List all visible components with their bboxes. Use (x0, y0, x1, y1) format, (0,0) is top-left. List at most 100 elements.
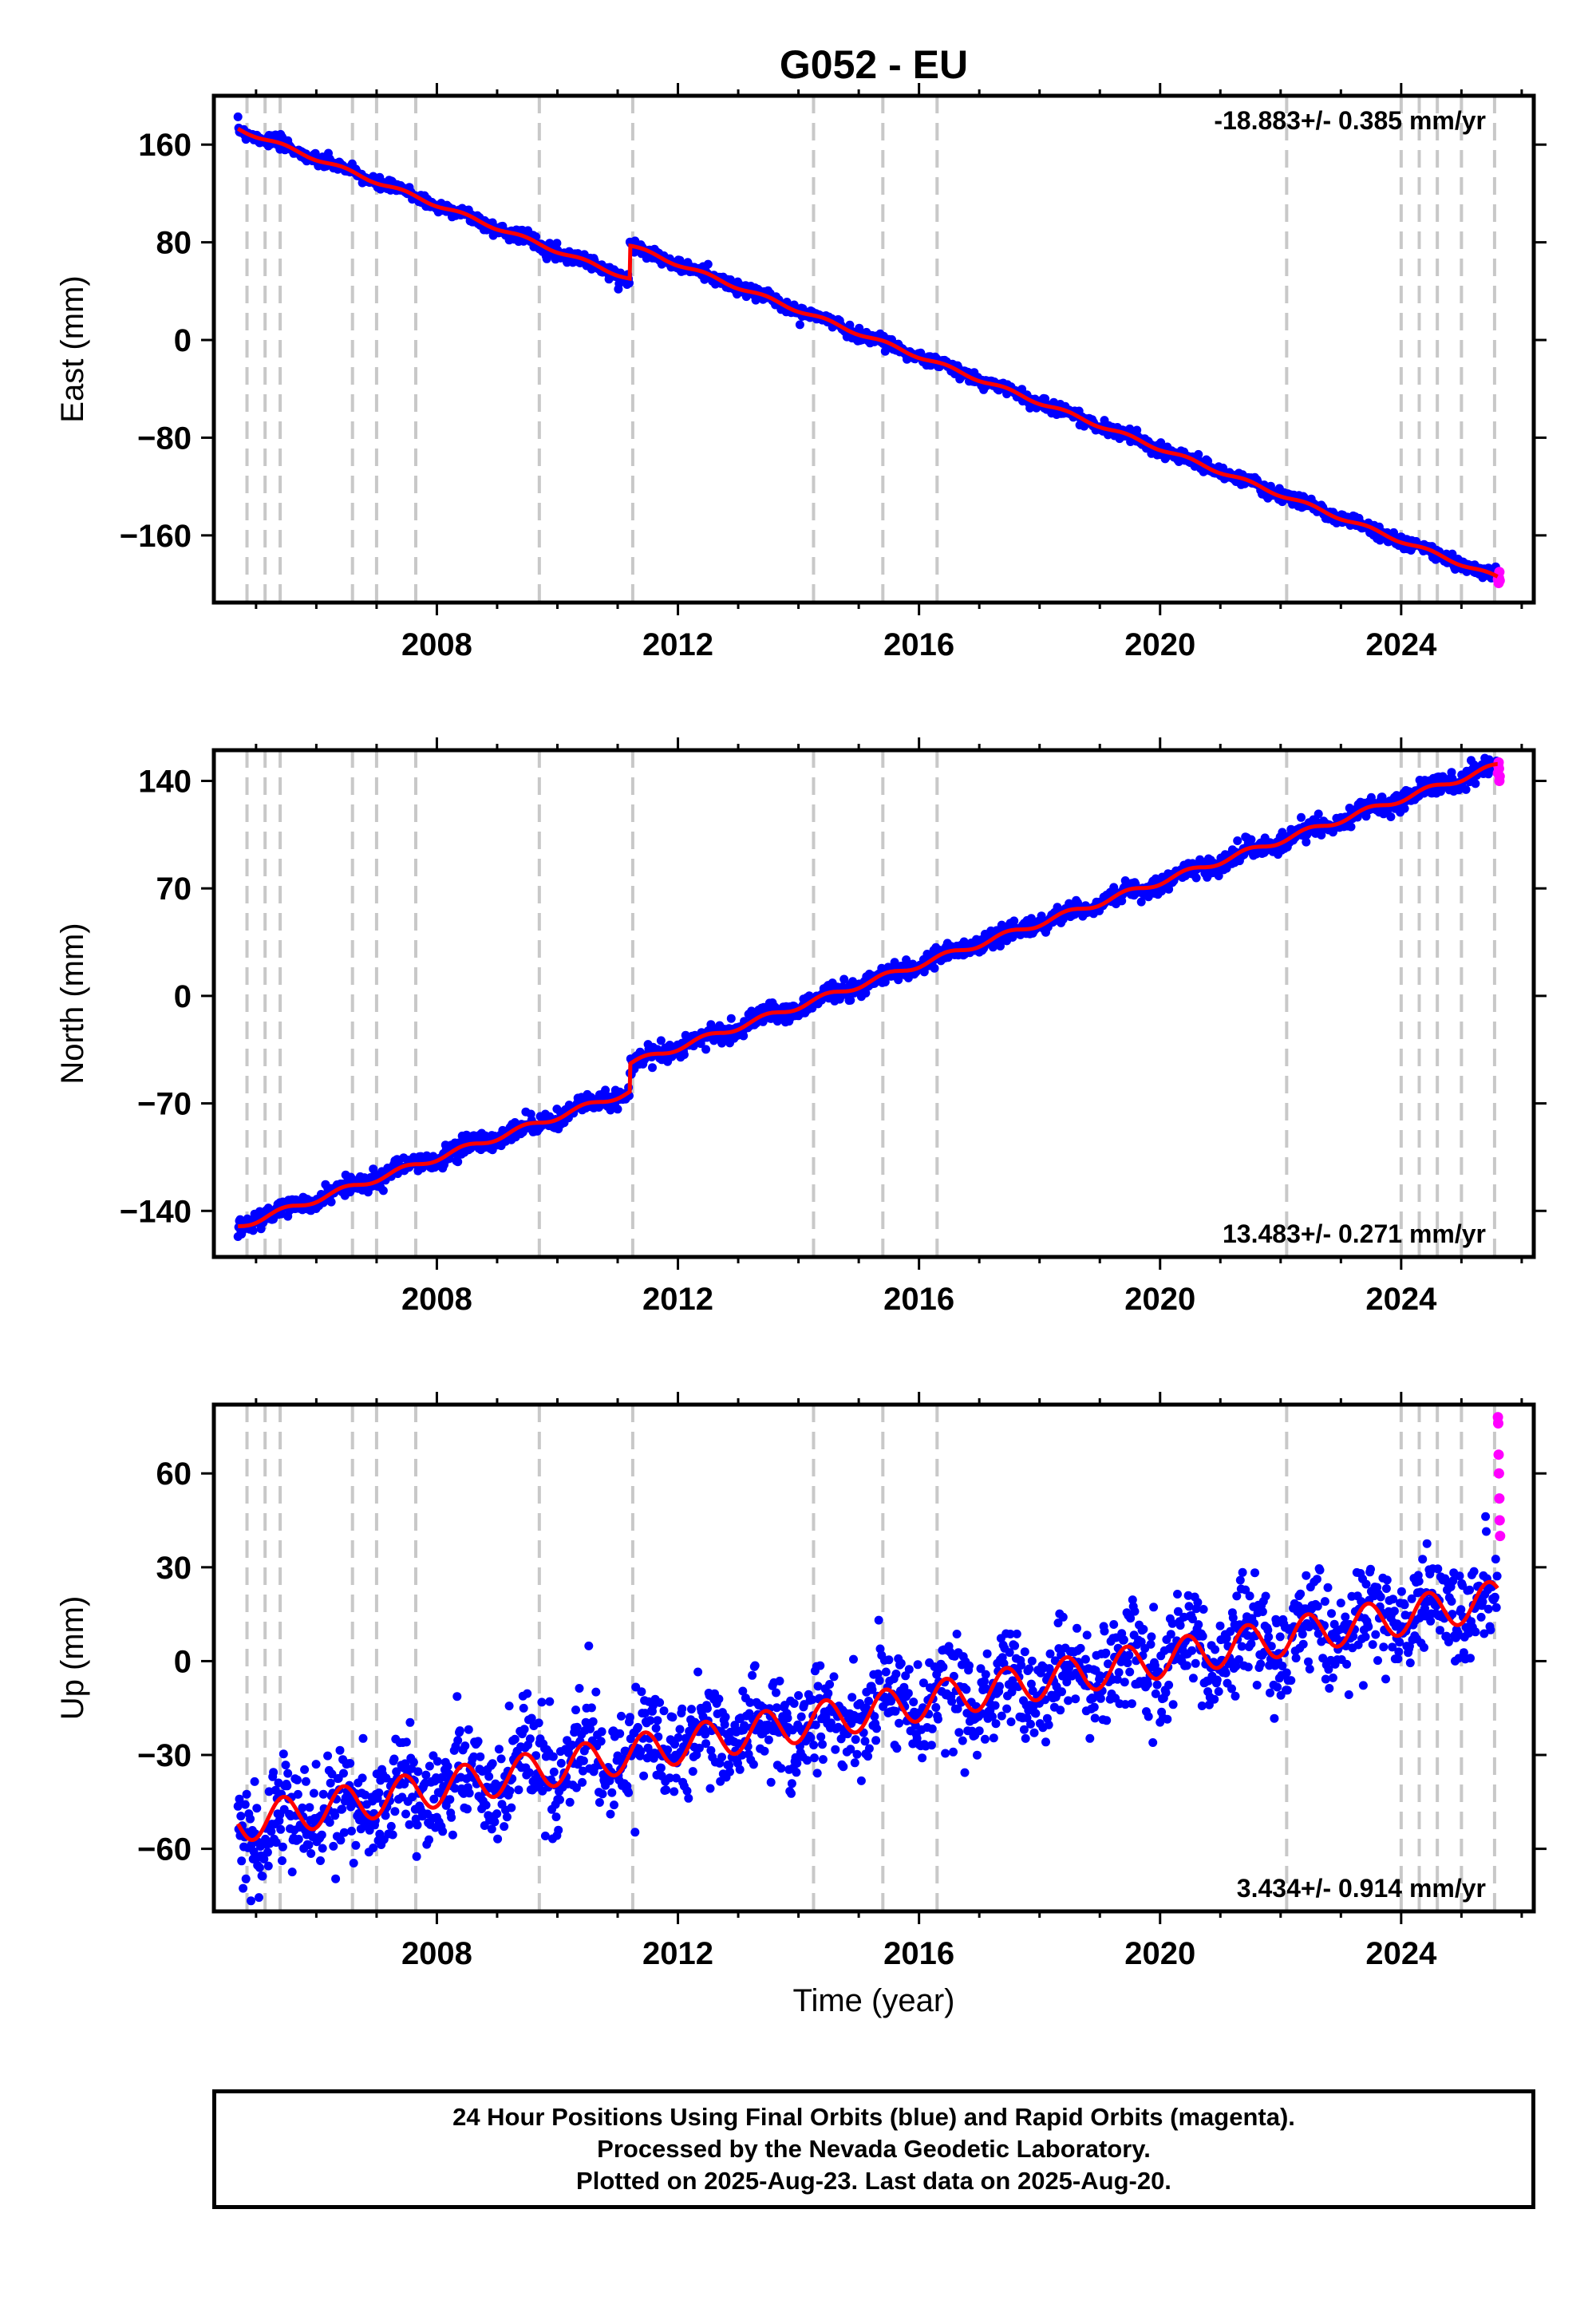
final-point (448, 1830, 457, 1840)
final-point (809, 1741, 819, 1750)
final-point (1089, 1702, 1099, 1712)
final-point (294, 1835, 303, 1844)
final-point (438, 1827, 448, 1836)
final-point (659, 1706, 669, 1716)
final-point (567, 1741, 577, 1749)
final-point (990, 1701, 1000, 1710)
final-point (249, 1847, 259, 1856)
final-orbit-points (233, 112, 1502, 583)
y-axis-label: East (mm) (55, 275, 90, 422)
final-point (636, 1747, 646, 1756)
final-point (571, 1705, 580, 1715)
final-point (524, 1768, 534, 1777)
final-point (392, 1767, 401, 1777)
y-axis-label: North (mm) (55, 923, 90, 1084)
final-point (480, 1131, 490, 1140)
final-point (278, 1842, 287, 1852)
final-point (579, 1756, 588, 1765)
final-point (794, 1691, 804, 1700)
final-point (735, 1765, 745, 1774)
final-point (750, 1661, 760, 1670)
final-point (1082, 1630, 1092, 1640)
final-point (831, 1745, 840, 1754)
final-point (630, 1828, 640, 1837)
final-point (973, 1750, 982, 1760)
final-point (1123, 1658, 1132, 1668)
final-point (1386, 812, 1396, 821)
final-point (617, 1711, 626, 1721)
final-point (1085, 1733, 1095, 1743)
final-point (875, 1676, 884, 1686)
final-point (263, 1861, 273, 1871)
final-point (390, 1807, 400, 1816)
final-point (648, 1063, 657, 1073)
final-point (484, 1772, 494, 1781)
final-point (317, 1830, 326, 1840)
final-point (1026, 1719, 1035, 1729)
final-point (490, 1817, 500, 1827)
final-point (331, 1874, 341, 1883)
final-point (892, 1744, 902, 1753)
final-point (1057, 1687, 1066, 1697)
final-point (349, 1859, 358, 1867)
final-point (960, 1768, 970, 1777)
final-point (1168, 1700, 1178, 1709)
final-point (598, 1789, 607, 1799)
final-point (293, 1775, 302, 1784)
final-point (588, 1717, 598, 1726)
final-point (269, 1768, 279, 1777)
final-point (1136, 897, 1146, 907)
final-point (896, 1658, 906, 1668)
final-point (493, 1834, 503, 1844)
final-point (507, 1803, 516, 1812)
final-point (851, 1735, 860, 1745)
final-point (1461, 785, 1471, 794)
final-point (248, 1226, 258, 1235)
final-point (519, 1725, 529, 1734)
final-point (409, 1757, 418, 1767)
final-point (688, 1767, 697, 1777)
x-tick-label: 2012 (642, 1282, 713, 1317)
final-point (443, 1761, 452, 1771)
final-point (818, 1740, 827, 1749)
final-point (494, 1745, 504, 1754)
final-point (1194, 449, 1203, 459)
final-point (796, 1712, 806, 1721)
final-point (656, 1036, 666, 1045)
final-point (864, 1697, 873, 1705)
rapid-point (1494, 575, 1505, 586)
final-point (450, 1784, 460, 1793)
final-point (863, 1752, 873, 1761)
final-point (460, 1741, 470, 1751)
final-point (347, 1826, 356, 1836)
final-point (1041, 1737, 1050, 1747)
final-point (1161, 1688, 1171, 1697)
final-point (452, 1692, 462, 1701)
final-point (726, 1014, 736, 1023)
final-point (488, 1759, 497, 1769)
final-point (578, 1777, 587, 1787)
final-point (1302, 837, 1311, 847)
final-point (1148, 1738, 1158, 1747)
final-point (336, 1836, 346, 1845)
final-point (1080, 1654, 1090, 1664)
final-point (279, 1749, 288, 1759)
final-point (413, 1767, 423, 1777)
final-point (668, 1713, 678, 1722)
final-point (679, 1050, 689, 1059)
final-point (1031, 1709, 1041, 1718)
final-point (584, 1641, 594, 1650)
final-point (464, 1788, 474, 1798)
final-point (552, 239, 562, 248)
final-point (918, 1753, 927, 1763)
final-point (329, 1841, 338, 1851)
final-point (311, 1760, 321, 1769)
final-point (453, 1736, 463, 1745)
rate-annotation: 13.483+/- 0.271 mm/yr (1223, 1219, 1486, 1248)
rapid-point (1494, 771, 1505, 782)
final-point (510, 1734, 519, 1744)
final-point (401, 1809, 410, 1819)
final-point (1044, 1720, 1053, 1729)
final-point (662, 1785, 671, 1795)
final-point (271, 1838, 281, 1848)
